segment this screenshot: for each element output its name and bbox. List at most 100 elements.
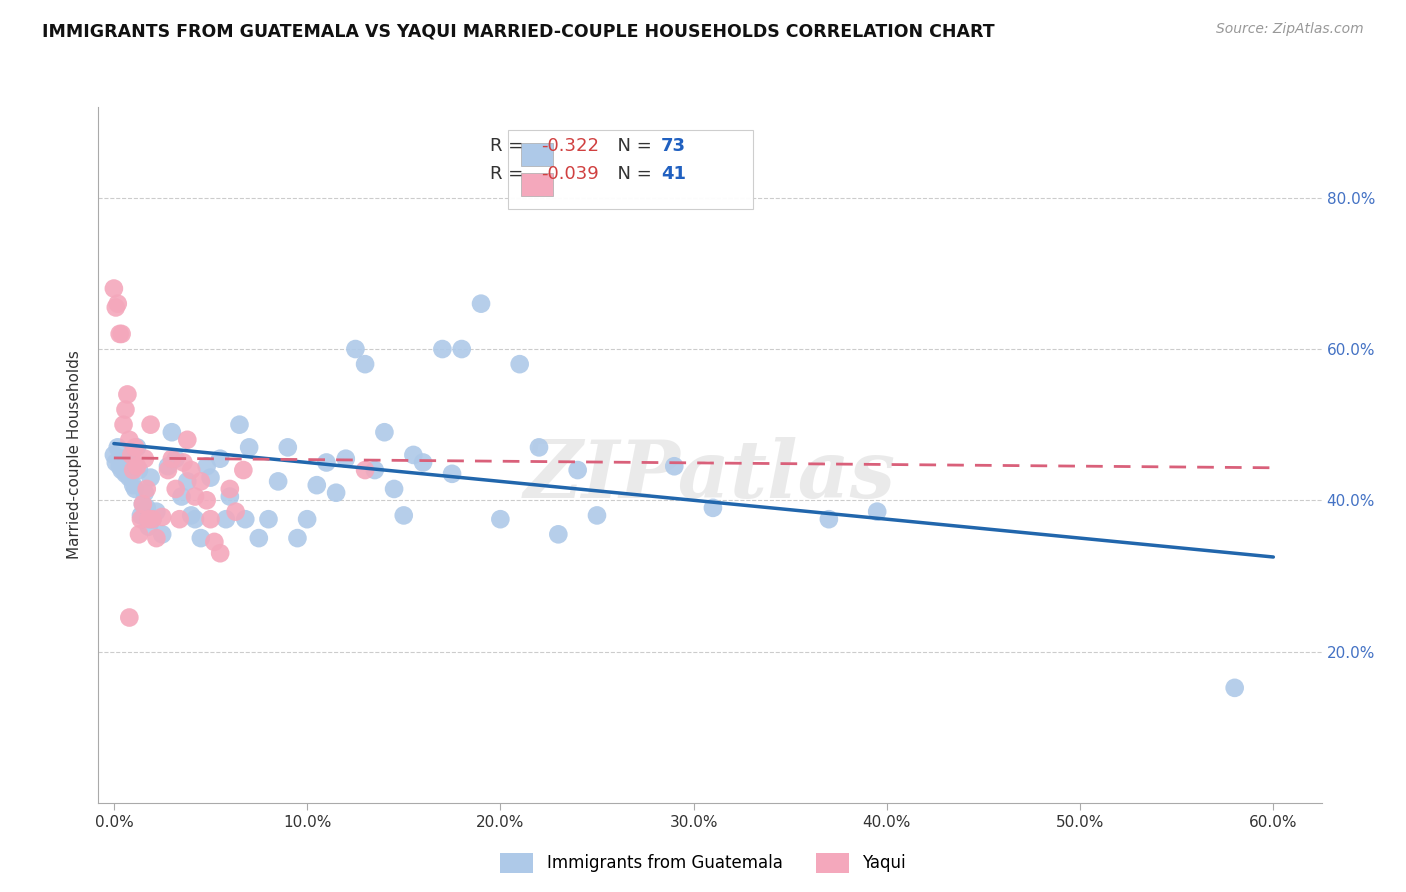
Point (103, 448, 125, 462)
Point (184, 512, 207, 526)
Point (172, 455, 194, 469)
Point (200, 512, 222, 526)
Point (818, 512, 841, 526)
Point (287, 531, 309, 545)
Text: R =: R = (489, 137, 529, 155)
Point (344, 342, 367, 356)
Text: -0.322: -0.322 (541, 137, 599, 155)
Point (567, 463, 589, 477)
Point (190, 475, 212, 489)
Text: Source: ZipAtlas.com: Source: ZipAtlas.com (1216, 22, 1364, 37)
Point (547, 527, 569, 541)
Point (412, 455, 434, 469)
Point (335, 451, 357, 466)
Point (257, 512, 280, 526)
Point (125, 459, 148, 474)
Point (295, 512, 318, 526)
Point (160, 425, 183, 440)
Point (232, 463, 254, 477)
Point (305, 478, 328, 492)
Point (117, 455, 139, 469)
Point (135, 500, 157, 515)
Point (141, 512, 163, 526)
Point (247, 531, 270, 545)
Point (103, 281, 125, 295)
Point (364, 463, 387, 477)
Point (176, 433, 198, 447)
Point (118, 610, 141, 624)
Point (114, 467, 136, 481)
Point (218, 490, 240, 504)
Point (225, 505, 247, 519)
Point (156, 463, 179, 477)
Point (315, 455, 337, 469)
Text: 41: 41 (661, 165, 686, 183)
Point (104, 455, 127, 469)
Point (702, 500, 724, 515)
Point (450, 342, 472, 356)
Legend:                               ,                               : , (508, 130, 752, 209)
Point (200, 470, 222, 484)
Point (325, 485, 347, 500)
Point (165, 451, 187, 466)
Text: ZIPatlas: ZIPatlas (524, 437, 896, 515)
Point (114, 402, 136, 417)
Point (128, 527, 150, 541)
Point (124, 482, 146, 496)
Point (195, 459, 218, 474)
Y-axis label: Married-couple Households: Married-couple Households (67, 351, 83, 559)
Point (165, 482, 187, 496)
Point (120, 448, 142, 462)
Point (382, 482, 405, 496)
Text: N =: N = (606, 137, 658, 155)
Point (145, 531, 167, 545)
Text: -0.039: -0.039 (541, 165, 599, 183)
Point (176, 475, 198, 489)
Point (190, 531, 212, 545)
Point (112, 417, 135, 432)
Point (120, 448, 142, 462)
Point (156, 459, 179, 474)
Point (509, 357, 531, 371)
Point (118, 470, 141, 484)
Point (132, 497, 155, 511)
Point (441, 467, 464, 481)
Point (129, 508, 152, 523)
Point (1223, 681, 1246, 695)
Point (107, 296, 129, 310)
Point (238, 441, 260, 455)
Point (138, 512, 160, 526)
Point (209, 546, 232, 560)
Point (128, 463, 150, 477)
Legend: Immigrants from Guatemala, Yaqui: Immigrants from Guatemala, Yaqui (494, 847, 912, 880)
Point (432, 342, 454, 356)
Point (527, 441, 550, 455)
Point (108, 326, 131, 341)
Point (122, 463, 145, 477)
Point (202, 535, 225, 549)
Point (184, 490, 207, 504)
Point (110, 326, 132, 341)
Point (180, 463, 202, 477)
Text: N =: N = (606, 165, 658, 183)
Text: 73: 73 (661, 137, 686, 155)
Point (124, 441, 146, 455)
Point (110, 463, 132, 477)
Point (470, 296, 492, 310)
Point (180, 508, 202, 523)
Text: IMMIGRANTS FROM GUATEMALA VS YAQUI MARRIED-COUPLE HOUSEHOLDS CORRELATION CHART: IMMIGRANTS FROM GUATEMALA VS YAQUI MARRI… (42, 22, 995, 40)
Point (233, 512, 256, 526)
Point (402, 448, 425, 462)
Point (117, 387, 139, 401)
Point (150, 527, 173, 541)
Point (218, 482, 240, 496)
Point (373, 425, 395, 440)
Point (215, 512, 238, 526)
Point (139, 470, 162, 484)
Point (139, 417, 162, 432)
Point (132, 497, 155, 511)
Point (125, 441, 148, 455)
Point (277, 441, 299, 455)
Point (209, 451, 232, 466)
Point (129, 512, 152, 526)
